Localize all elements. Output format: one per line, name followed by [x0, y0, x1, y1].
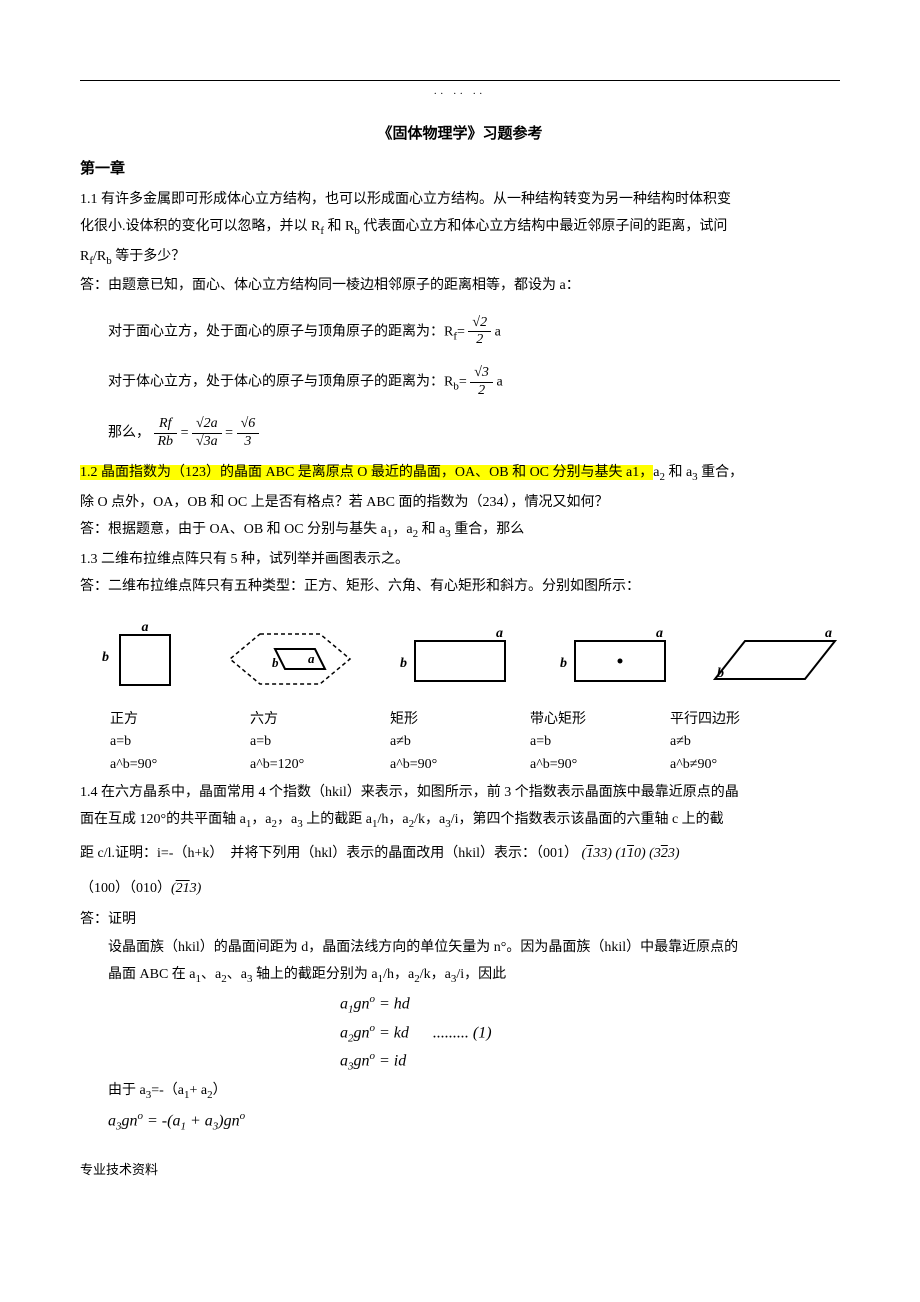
svg-text:a: a: [656, 626, 663, 641]
svg-text:b: b: [272, 655, 279, 670]
lat-col-centered-rect: 带心矩形 a=b a^b=90°: [530, 709, 670, 776]
q12-line1: 1.2 晶面指数为（123）的晶面 ABC 是离原点 O 最近的晶面，OA、OB…: [80, 460, 840, 488]
q11-eq3: 那么， RfRb = √2a√3a = √63: [80, 416, 840, 451]
q14-line1: 1.4 在六方晶系中，晶面常用 4 个指数（hkil）来表示，如图所示，前 3 …: [80, 780, 840, 805]
svg-text:a: a: [496, 626, 503, 641]
chapter-heading: 第一章: [80, 156, 840, 183]
q14-proof2: 晶面 ABC 在 a1、a2、a3 轴上的截距分别为 a1/h，a2/k，a3/…: [80, 962, 840, 990]
q11-eq1: 对于面心立方，处于面心的原子与顶角原子的距离为：Rf= √22 a: [80, 315, 840, 350]
svg-text:a: a: [825, 626, 832, 641]
q14-answer: 答：证明: [80, 907, 840, 932]
q14-line4: （100）（010）(213): [80, 876, 840, 901]
q14-line2: 面在互成 120°的共平面轴 a1，a2，a3 上的截距 a1/h，a2/k，a…: [80, 807, 840, 835]
lattice-rect: a b: [390, 619, 520, 699]
eq2: a2gno = kd ......... (1): [340, 1020, 840, 1048]
page: .. .. .. 《固体物理学》习题参考 第一章 1.1 有许多金属即可形成体心…: [0, 0, 920, 1302]
q14-eq4: a3gno = -(a1 + a3)gno: [80, 1107, 840, 1137]
lattice-hex: a b: [230, 619, 360, 699]
lat-col-square: 正方 a=b a^b=90°: [110, 709, 250, 776]
lattice-square: a b: [90, 619, 200, 699]
q14-since: 由于 a3=-（a1+ a2）: [80, 1078, 840, 1106]
svg-text:a: a: [142, 620, 149, 635]
q14-equations: a1gno = hd a2gno = kd ......... (1) a3gn…: [340, 991, 840, 1075]
lattice-centered-rect: a b: [550, 619, 680, 699]
footer-text: 专业技术资料: [80, 1158, 840, 1181]
q11-answer: 答：由题意已知，面心、体心立方结构同一棱边相邻原子的距离相等，都设为 a：: [80, 273, 840, 298]
hex-icon: a b: [220, 619, 370, 699]
eq1: a1gno = hd: [340, 991, 840, 1019]
q14-proof1: 设晶面族（hkil）的晶面间距为 d，晶面法线方向的单位矢量为 n°。因为晶面族…: [80, 935, 840, 960]
q13-question: 1.3 二维布拉维点阵只有 5 种，试列举并画图表示之。: [80, 547, 840, 572]
q11-line1: 1.1 有许多金属即可形成体心立方结构，也可以形成面心立方结构。从一种结构转变为…: [80, 187, 840, 212]
header-dots: .. .. ..: [80, 83, 840, 101]
centered-rect-icon: a b: [550, 619, 680, 689]
q13-answer: 答：二维布拉维点阵只有五种类型：正方、矩形、六角、有心矩形和斜方。分别如图所示：: [80, 574, 840, 599]
square-icon: a b: [90, 619, 200, 689]
lat-col-rect: 矩形 a≠b a^b=90°: [390, 709, 530, 776]
header-rule: [80, 80, 840, 81]
q12-answer: 答：根据题意，由于 OA、OB 和 OC 分别与基失 a1，a2 和 a3 重合…: [80, 517, 840, 545]
lattice-labels: 正方 a=b a^b=90° 六方 a=b a^b=120° 矩形 a≠b a^…: [110, 709, 840, 776]
lat-col-hex: 六方 a=b a^b=120°: [250, 709, 390, 776]
svg-text:b: b: [560, 656, 567, 671]
rect-icon: a b: [390, 619, 520, 689]
q11-eq2: 对于体心立方，处于体心的原子与顶角原子的距离为：Rb= √32 a: [80, 365, 840, 400]
q12-line2: 除 O 点外，OA，OB 和 OC 上是否有格点？若 ABC 面的指数为（234…: [80, 490, 840, 515]
lattice-parallelogram: a b: [710, 619, 840, 699]
lattice-figures: a b a b a b a b: [90, 619, 840, 699]
lat-col-para: 平行四边形 a≠b a^b≠90°: [670, 709, 810, 776]
svg-text:b: b: [102, 650, 109, 665]
doc-title: 《固体物理学》习题参考: [80, 121, 840, 148]
q11-line2: 化很小.设体积的变化可以忽略，并以 Rf 和 Rb 代表面心立方和体心立方结构中…: [80, 214, 840, 242]
svg-text:b: b: [400, 656, 407, 671]
eq3: a3gno = id: [340, 1048, 840, 1076]
svg-text:a: a: [308, 651, 315, 666]
q11-line3: Rf/Rb 等于多少？: [80, 244, 840, 272]
parallelogram-icon: a b: [705, 619, 845, 689]
q14-line3: 距 c/l.证明：i=-（h+k） 并将下列用（hkl）表示的晶面改用（hkil…: [80, 841, 840, 866]
